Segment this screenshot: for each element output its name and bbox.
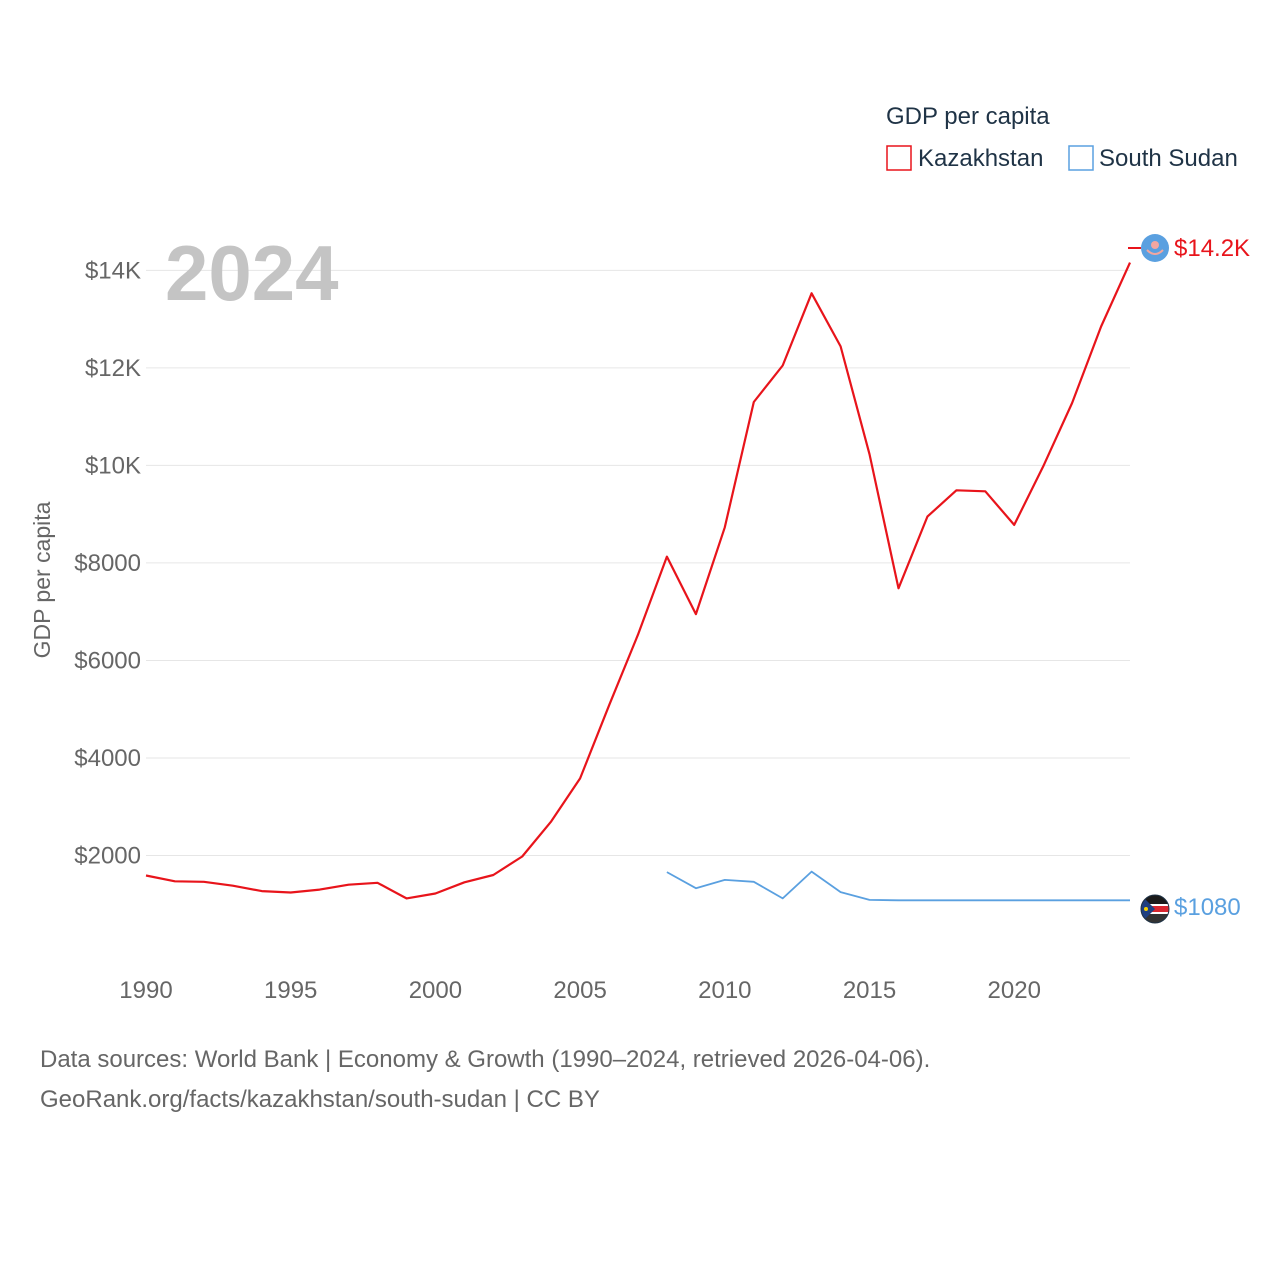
south-sudan-flag-icon <box>1140 894 1170 924</box>
legend: GDP per capita Kazakhstan South Sudan <box>886 103 1238 172</box>
y-tick-label: $8000 <box>74 550 141 577</box>
y-tick-label: $6000 <box>74 647 141 674</box>
kazakhstan-end-marker: $14.2K <box>1128 234 1250 262</box>
series-line-south-sudan[interactable] <box>666 870 1130 902</box>
legend-title: GDP per capita <box>886 103 1050 130</box>
y-tick-label: $14K <box>85 257 141 284</box>
footer-sources: Data sources: World Bank | Economy & Gro… <box>40 1046 931 1073</box>
x-axis-ticks: 1990 1995 2000 2005 2010 2015 2020 <box>119 977 1041 1004</box>
x-tick-label: 2015 <box>843 977 896 1004</box>
x-tick-label: 2020 <box>988 977 1041 1004</box>
x-tick-label: 2005 <box>553 977 606 1004</box>
year-label: 2024 <box>165 229 339 317</box>
y-tick-label: $2000 <box>74 842 141 869</box>
y-tick-label: $10K <box>85 452 141 479</box>
y-tick-label: $12K <box>85 355 141 382</box>
footer-url: GeoRank.org/facts/kazakhstan/south-sudan… <box>40 1086 600 1113</box>
y-tick-label: $4000 <box>74 745 141 772</box>
y-axis-title: GDP per capita <box>29 501 55 658</box>
legend-swatch-south-sudan[interactable] <box>1068 145 1094 171</box>
south-sudan-end-label: $1080 <box>1174 894 1241 921</box>
footer: Data sources: World Bank | Economy & Gro… <box>40 1040 930 1120</box>
x-tick-label: 2010 <box>698 977 751 1004</box>
south-sudan-end-marker: $1080 <box>1140 894 1241 924</box>
x-tick-label: 2000 <box>409 977 462 1004</box>
y-axis-ticks: $2000 $4000 $6000 $8000 $10K $12K $14K <box>74 257 141 869</box>
x-tick-label: 1995 <box>264 977 317 1004</box>
series-lines <box>145 262 1132 902</box>
legend-label-south-sudan[interactable]: South Sudan <box>1099 145 1238 172</box>
series-line-kazakhstan[interactable] <box>145 262 1132 900</box>
legend-label-kazakhstan[interactable]: Kazakhstan <box>918 145 1043 172</box>
kazakhstan-flag-icon <box>1141 234 1169 262</box>
gridlines <box>146 269 1130 856</box>
legend-swatch-kazakhstan[interactable] <box>886 145 912 171</box>
kazakhstan-end-label: $14.2K <box>1174 235 1250 262</box>
x-tick-label: 1990 <box>119 977 172 1004</box>
